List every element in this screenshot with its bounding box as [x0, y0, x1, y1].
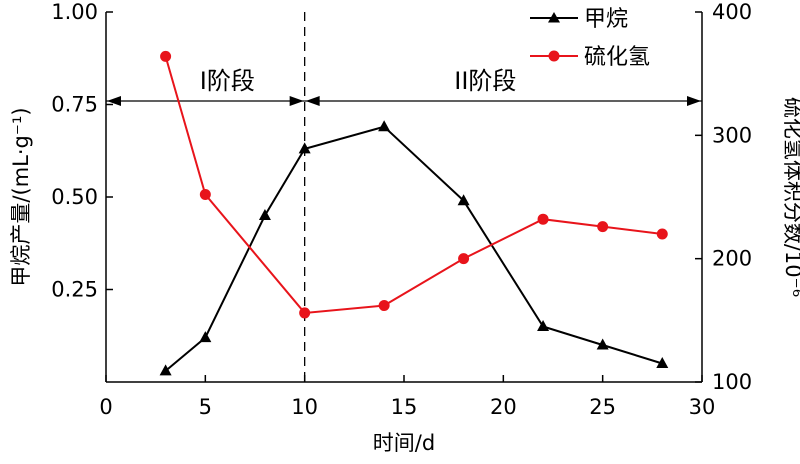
- series-line: [164, 56, 663, 314]
- data-point: [258, 209, 271, 220]
- data-point: [656, 228, 668, 240]
- stage1-arrow-right-head: [289, 96, 304, 106]
- y-right-tick-label: 300: [712, 123, 752, 147]
- data-point: [159, 364, 172, 376]
- data-point: [378, 300, 390, 312]
- data-point: [597, 221, 609, 233]
- data-point: [298, 142, 311, 154]
- y-left-tick-label: 0.25: [51, 278, 98, 302]
- data-point: [537, 213, 549, 225]
- data-point: [656, 357, 669, 368]
- y-right-tick-label: 400: [712, 0, 752, 24]
- stage2-arrow-right-head: [687, 96, 701, 106]
- stage-annotations: I阶段 II阶段: [106, 12, 702, 382]
- stage1-arrow-left-head: [107, 96, 121, 106]
- legend: 甲烷 硫化氢: [530, 7, 650, 70]
- x-tick-label: 0: [99, 395, 112, 419]
- x-tick-label: 5: [199, 395, 212, 419]
- x-axis-title: 时间/d: [373, 431, 435, 455]
- stage1-label: I阶段: [200, 67, 255, 95]
- legend-label-h2s: 硫化氢: [584, 45, 650, 70]
- legend-marker-h2s: [548, 50, 560, 62]
- series-layer: [159, 50, 669, 376]
- data-point: [378, 120, 391, 132]
- data-point: [537, 320, 550, 331]
- y-axis-left-title: 甲烷产量/(mL·g⁻¹): [9, 107, 33, 286]
- series-methane: [159, 120, 669, 376]
- stage2-label: II阶段: [454, 67, 516, 95]
- y-axis-right-title: 硫化氢体积分数/10⁻⁶: [781, 97, 800, 297]
- y-right-tick-label: 200: [712, 247, 752, 271]
- x-tick-label: 30: [689, 395, 716, 419]
- data-point: [596, 338, 609, 350]
- axis-ticks: 0 5 10 15 20 25 30 0.25 0.50 0.75 1.00 100 200 300 400: [51, 0, 752, 419]
- x-tick-label: 25: [589, 395, 616, 419]
- x-tick-label: 20: [490, 395, 517, 419]
- series-h2s: [160, 50, 668, 319]
- y-left-tick-label: 0.75: [51, 93, 98, 117]
- y-left-tick-label: 1.00: [51, 0, 98, 24]
- legend-label-methane: 甲烷: [584, 7, 628, 32]
- y-left-tick-label: 0.50: [51, 185, 98, 209]
- data-point: [199, 189, 211, 201]
- data-point: [457, 194, 470, 206]
- data-point: [299, 307, 311, 319]
- data-point: [199, 331, 212, 343]
- y-right-tick-label: 100: [712, 370, 752, 394]
- data-point: [458, 253, 470, 265]
- data-point: [160, 50, 172, 62]
- x-tick-label: 15: [391, 395, 418, 419]
- stage2-arrow-left-head: [305, 96, 320, 106]
- legend-marker-methane: [548, 12, 560, 23]
- series-line: [164, 125, 663, 372]
- x-tick-label: 10: [291, 395, 318, 419]
